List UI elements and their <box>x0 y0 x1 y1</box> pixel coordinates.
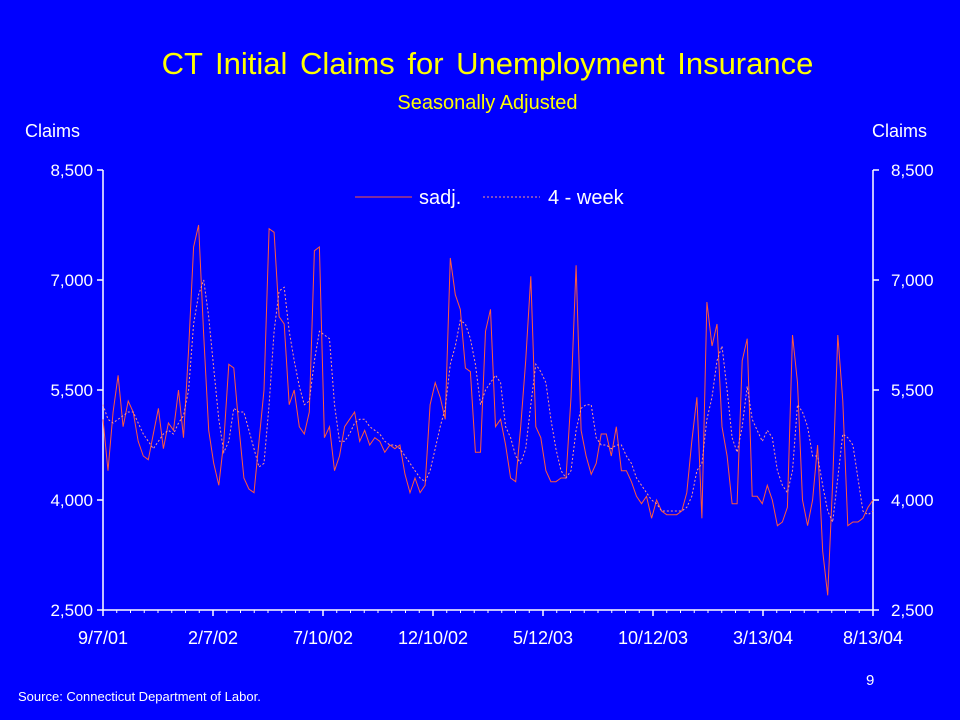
y-tick-label-left: 8,500 <box>50 161 93 180</box>
page-number: 9 <box>866 672 875 689</box>
y-tick-label-right: 7,000 <box>891 271 934 290</box>
right-axis-title: Claims <box>872 121 928 141</box>
x-tick-label: 7/10/02 <box>293 628 353 648</box>
legend-label-sadj: sadj. <box>419 187 461 209</box>
y-tick-label-left: 4,000 <box>50 491 93 510</box>
x-tick-label: 8/13/04 <box>843 628 903 648</box>
x-tick-label: 9/7/01 <box>78 628 128 648</box>
y-tick-label-left: 7,000 <box>50 271 93 290</box>
x-tick-label: 2/7/02 <box>188 628 238 648</box>
chart-title: CT Initial Claims for Unemployment Insur… <box>161 46 814 81</box>
y-tick-label-right: 4,000 <box>891 491 934 510</box>
legend-label-4-week: 4 - week <box>548 187 625 209</box>
x-tick-label: 3/13/04 <box>733 628 793 648</box>
y-tick-label-right: 5,500 <box>891 381 934 400</box>
y-tick-label-left: 5,500 <box>50 381 93 400</box>
series-line-4-week <box>102 279 874 524</box>
source-note: Source: Connecticut Department of Labor. <box>18 689 261 704</box>
chart-subtitle: Seasonally Adjusted <box>397 92 578 114</box>
left-axis-title: Claims <box>25 121 81 141</box>
y-tick-label-right: 8,500 <box>891 161 934 180</box>
x-tick-label: 12/10/02 <box>398 628 468 648</box>
y-tick-label-left: 2,500 <box>50 601 93 620</box>
x-tick-label: 5/12/03 <box>513 628 573 648</box>
x-tick-label: 10/12/03 <box>618 628 688 648</box>
series-line-sadj <box>102 224 874 596</box>
y-tick-label-right: 2,500 <box>891 601 934 620</box>
